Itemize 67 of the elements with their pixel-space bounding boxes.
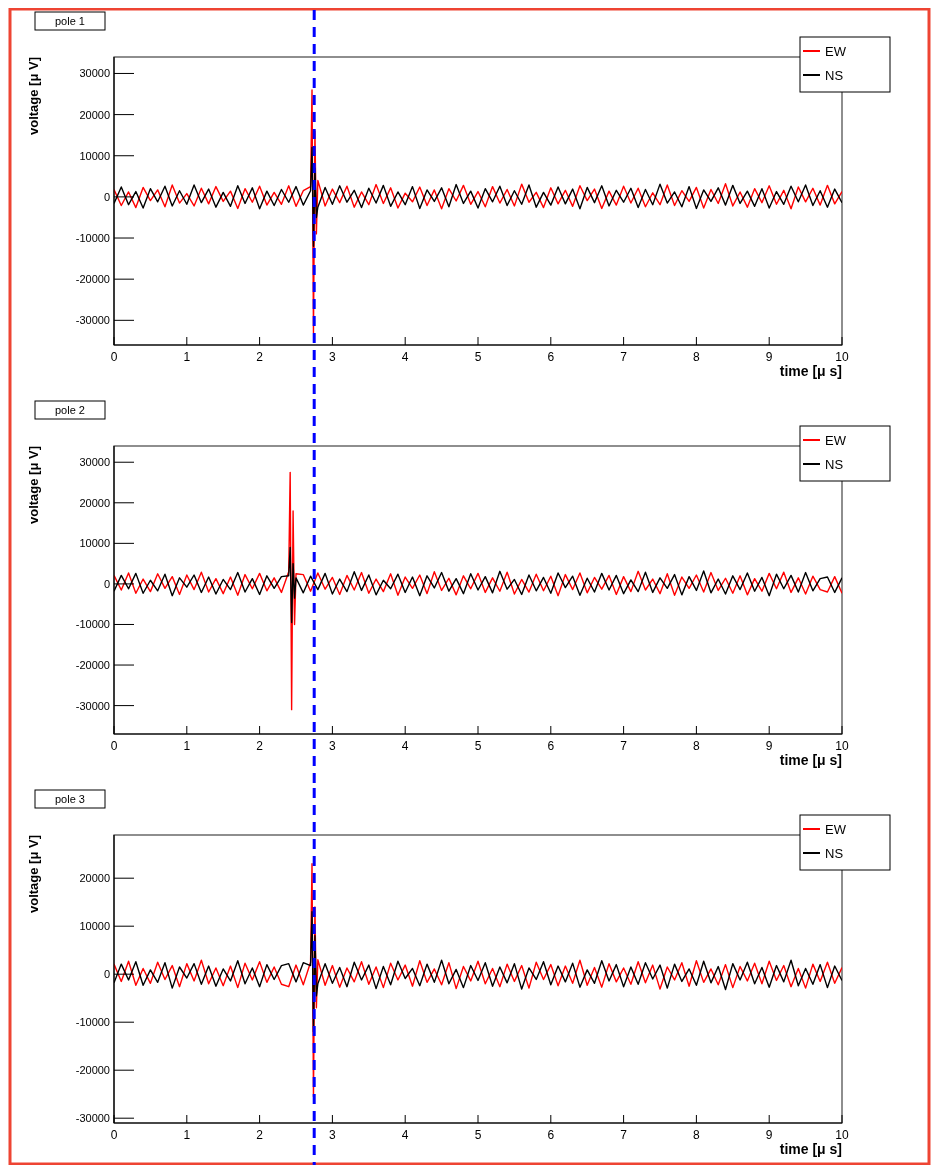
- y-tick-label: -30000: [75, 699, 110, 712]
- legend-label: NS: [825, 68, 844, 83]
- legend-label: NS: [825, 457, 844, 472]
- y-axis-title: voltage [μ V]: [26, 446, 41, 525]
- line-series: [114, 471, 842, 711]
- legend-label: EW: [825, 822, 847, 837]
- y-tick-label: 20000: [79, 496, 110, 509]
- y-tick-label: 20000: [79, 108, 110, 121]
- x-tick-label: 8: [693, 739, 701, 753]
- y-tick-label: -10000: [75, 232, 110, 245]
- y-tick-label: 10000: [79, 920, 110, 933]
- y-tick-label: 10000: [79, 149, 110, 162]
- x-tick-label: 5: [474, 1128, 482, 1142]
- x-axis-title: time [μ s]: [779, 363, 842, 379]
- x-tick-label: 8: [693, 350, 701, 364]
- legend-label: EW: [825, 433, 847, 448]
- y-tick-label: 0: [103, 968, 110, 981]
- y-tick-label: 30000: [79, 456, 110, 469]
- y-tick-label: -10000: [75, 1016, 110, 1029]
- x-tick-label: 9: [765, 350, 773, 364]
- x-tick-label: 7: [620, 350, 628, 364]
- chart-title: pole 1: [55, 15, 85, 27]
- x-tick-label: 3: [329, 350, 337, 364]
- y-tick-label: 20000: [79, 872, 110, 885]
- x-tick-label: 7: [620, 739, 628, 753]
- y-tick-label: 10000: [79, 537, 110, 550]
- x-axis-title: time [μ s]: [779, 1141, 842, 1157]
- x-tick-label: 1: [183, 1128, 191, 1142]
- y-tick-label: -30000: [75, 314, 110, 327]
- x-tick-label: 5: [474, 739, 482, 753]
- x-tick-label: 6: [547, 350, 555, 364]
- x-tick-label: 4: [401, 350, 409, 364]
- x-tick-label: 10: [835, 1128, 849, 1142]
- y-tick-label: 30000: [79, 67, 110, 80]
- x-tick-label: 3: [329, 739, 337, 753]
- x-axis-title: time [μ s]: [779, 752, 842, 768]
- y-tick-label: -20000: [75, 1064, 110, 1077]
- x-tick-label: 3: [329, 1128, 337, 1142]
- y-tick-label: -10000: [75, 618, 110, 631]
- x-tick-label: 10: [835, 739, 849, 753]
- x-tick-label: 2: [256, 350, 264, 364]
- y-tick-label: -30000: [75, 1112, 110, 1125]
- x-tick-label: 2: [256, 739, 264, 753]
- y-axis-title: voltage [μ V]: [26, 57, 41, 136]
- x-tick-label: 5: [474, 350, 482, 364]
- x-tick-label: 6: [547, 1128, 555, 1142]
- x-tick-label: 4: [401, 739, 409, 753]
- y-tick-label: 0: [103, 577, 110, 590]
- x-tick-label: 10: [835, 350, 849, 364]
- legend-label: EW: [825, 44, 847, 59]
- x-tick-label: 2: [256, 1128, 264, 1142]
- x-tick-label: 9: [765, 739, 773, 753]
- y-tick-label: -20000: [75, 273, 110, 286]
- chart-title: pole 2: [55, 404, 85, 416]
- x-tick-label: 8: [693, 1128, 701, 1142]
- x-tick-label: 9: [765, 1128, 773, 1142]
- x-tick-label: 6: [547, 739, 555, 753]
- y-axis-title: voltage [μ V]: [26, 835, 41, 914]
- x-tick-label: 1: [183, 739, 191, 753]
- line-series: [114, 89, 842, 334]
- chart-title: pole 3: [55, 793, 85, 805]
- legend-label: NS: [825, 846, 844, 861]
- x-tick-label: 1: [183, 350, 191, 364]
- y-tick-label: -20000: [75, 659, 110, 672]
- x-tick-label: 7: [620, 1128, 628, 1142]
- y-tick-label: 0: [103, 190, 110, 203]
- x-tick-label: 4: [401, 1128, 409, 1142]
